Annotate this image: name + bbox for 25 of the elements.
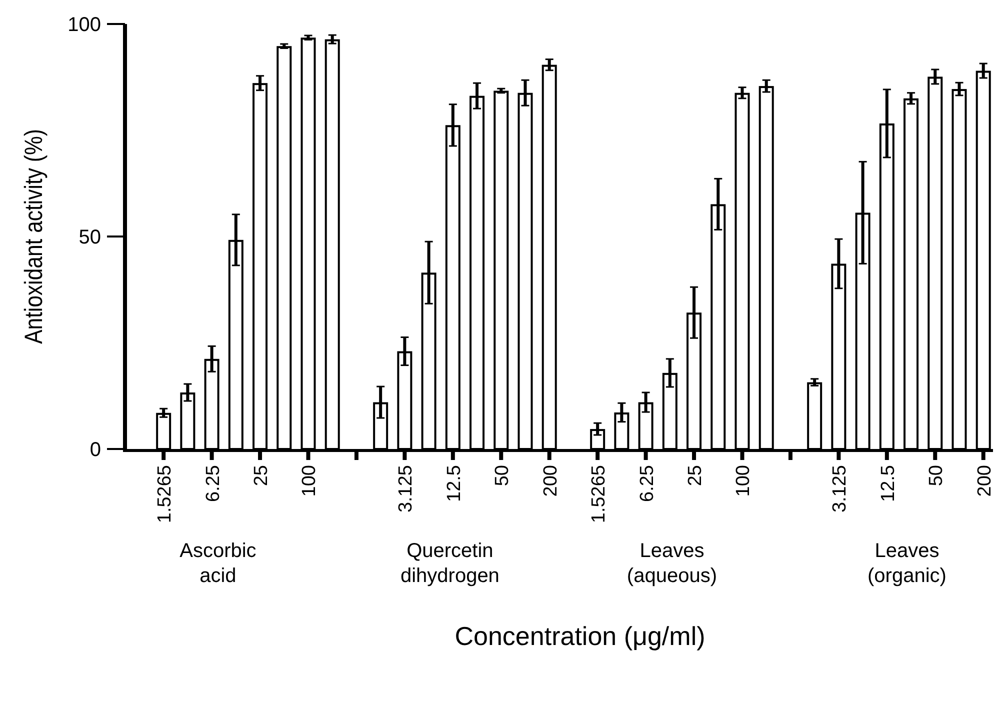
x-tick-label: 200: [974, 465, 996, 497]
x-tick-label: 6.25: [636, 465, 658, 502]
x-tick-label: 1.5265: [588, 465, 610, 524]
x-axis-title: Concentration (μg/ml): [454, 621, 706, 651]
x-tick-label: 12.5: [878, 465, 899, 502]
x-tick-label: 25: [685, 465, 706, 486]
y-axis-title: Antioxidant activity (%): [19, 129, 48, 344]
x-tick-label: 25: [251, 465, 272, 486]
x-tick-label: 50: [926, 465, 948, 486]
y-tick-label: 50: [78, 226, 101, 248]
y-tick-label: 100: [68, 14, 101, 36]
y-tick-label: 0: [90, 439, 101, 461]
x-tick-label: 50: [492, 465, 514, 486]
x-tick-label: 3.125: [396, 465, 417, 513]
text: Leaves (aqueous): [626, 540, 717, 587]
text: Leaves (organic): [868, 540, 946, 587]
x-tick-label: 100: [733, 465, 754, 497]
x-tick-label: 100: [299, 465, 320, 497]
text: Quercetin dihydrogen: [400, 540, 500, 587]
x-tick-label: 12.5: [444, 465, 465, 502]
x-tick-label: 200: [540, 465, 562, 497]
x-tick-label: 1.5265: [154, 465, 176, 524]
text: Ascorbic acid: [180, 540, 256, 587]
x-tick-label: 6.25: [202, 465, 224, 502]
x-tick-label: 3.125: [830, 465, 851, 513]
